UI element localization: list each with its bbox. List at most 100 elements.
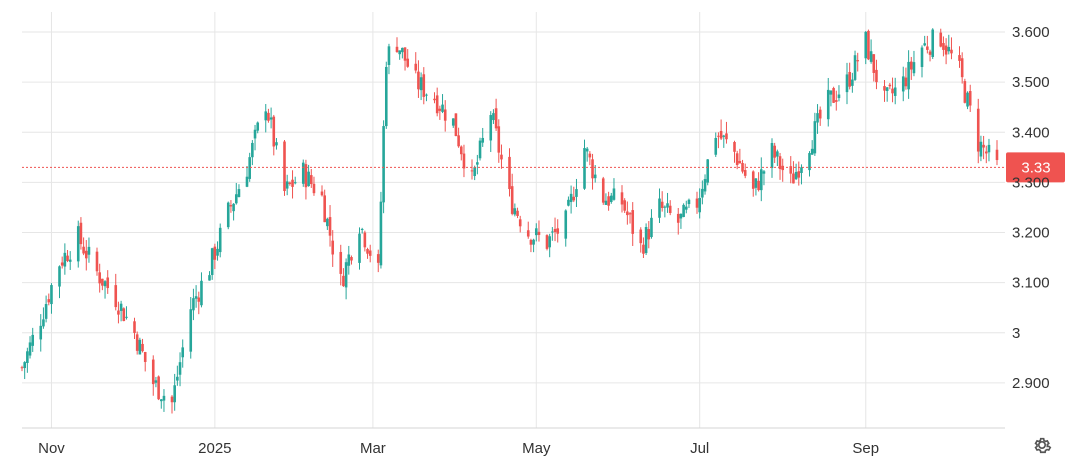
candle-body[interactable]: [438, 108, 442, 111]
candle-body[interactable]: [773, 145, 776, 158]
candle-body[interactable]: [770, 143, 774, 169]
candle-body[interactable]: [551, 231, 554, 233]
candle-body[interactable]: [248, 157, 251, 179]
candle-body[interactable]: [995, 149, 999, 161]
candle-body[interactable]: [20, 367, 24, 369]
candle-body[interactable]: [200, 280, 203, 306]
candle-body[interactable]: [272, 116, 276, 147]
candle-body[interactable]: [556, 228, 560, 234]
candle-body[interactable]: [609, 195, 613, 202]
candle-body[interactable]: [939, 32, 943, 47]
candle-body[interactable]: [301, 162, 305, 184]
candle-body[interactable]: [810, 148, 814, 155]
candle-body[interactable]: [331, 240, 335, 255]
candle-body[interactable]: [757, 180, 760, 191]
candle-body[interactable]: [960, 58, 964, 78]
candle-body[interactable]: [170, 396, 174, 403]
candle-body[interactable]: [253, 129, 257, 139]
candle-body[interactable]: [366, 249, 369, 254]
candle-body[interactable]: [518, 219, 522, 227]
candle-body[interactable]: [797, 171, 801, 178]
candle-body[interactable]: [66, 255, 69, 261]
candle-body[interactable]: [133, 321, 136, 333]
candle-body[interactable]: [982, 144, 985, 148]
candle-body[interactable]: [966, 92, 969, 107]
candle-body[interactable]: [968, 91, 972, 106]
candle-body[interactable]: [462, 153, 466, 169]
candle-body[interactable]: [818, 109, 822, 119]
candle-body[interactable]: [162, 395, 166, 401]
candle-body[interactable]: [944, 45, 948, 55]
candle-body[interactable]: [585, 148, 589, 152]
candle-body[interactable]: [829, 90, 833, 95]
candle-body[interactable]: [320, 191, 324, 196]
candle-body[interactable]: [210, 248, 214, 275]
candle-body[interactable]: [173, 385, 176, 403]
candle-body[interactable]: [342, 275, 345, 287]
candle-body[interactable]: [912, 62, 916, 74]
candle-body[interactable]: [135, 334, 139, 351]
candle-body[interactable]: [639, 229, 643, 244]
candle-body[interactable]: [516, 210, 519, 216]
candle-body[interactable]: [875, 69, 878, 83]
candle-body[interactable]: [548, 236, 551, 248]
candle-body[interactable]: [419, 77, 423, 91]
candle-body[interactable]: [256, 122, 260, 131]
candle-body[interactable]: [218, 227, 222, 253]
candle-body[interactable]: [872, 54, 876, 73]
candle-body[interactable]: [344, 262, 348, 288]
candle-body[interactable]: [762, 171, 766, 174]
candle-body[interactable]: [379, 201, 383, 266]
candle-body[interactable]: [106, 277, 110, 289]
candle-body[interactable]: [176, 376, 179, 381]
candle-body[interactable]: [626, 211, 629, 216]
candle-body[interactable]: [192, 298, 195, 311]
candle-body[interactable]: [534, 228, 538, 236]
candle-body[interactable]: [157, 376, 160, 400]
candle-body[interactable]: [403, 47, 407, 61]
candle-body[interactable]: [869, 51, 873, 62]
candle-body[interactable]: [451, 118, 455, 126]
candle-body[interactable]: [976, 108, 980, 152]
candle-body[interactable]: [845, 74, 849, 93]
candle-body[interactable]: [328, 217, 332, 236]
candle-body[interactable]: [481, 137, 485, 143]
candle-body[interactable]: [907, 61, 910, 90]
candle-body[interactable]: [663, 206, 667, 208]
candle-body[interactable]: [891, 88, 894, 94]
candle-body[interactable]: [406, 58, 410, 67]
candle-body[interactable]: [197, 297, 201, 302]
candle-body[interactable]: [751, 171, 755, 189]
candle-body[interactable]: [401, 47, 404, 53]
candle-body[interactable]: [856, 60, 860, 62]
candle-body[interactable]: [679, 213, 683, 219]
candle-body[interactable]: [642, 244, 645, 254]
candle-body[interactable]: [103, 281, 107, 287]
candle-body[interactable]: [754, 178, 758, 188]
candle-body[interactable]: [537, 231, 541, 235]
candle-body[interactable]: [376, 254, 380, 263]
candle-body[interactable]: [588, 153, 592, 158]
candle-body[interactable]: [414, 63, 418, 71]
candle-body[interactable]: [60, 262, 64, 266]
candle-body[interactable]: [687, 199, 691, 205]
candle-body[interactable]: [50, 285, 53, 305]
candle-body[interactable]: [508, 156, 511, 190]
candle-body[interactable]: [138, 339, 142, 355]
candle-body[interactable]: [87, 246, 91, 255]
candle-body[interactable]: [583, 148, 586, 189]
candle-body[interactable]: [942, 43, 945, 50]
candle-body[interactable]: [26, 351, 29, 364]
candle-body[interactable]: [154, 380, 158, 383]
candle-body[interactable]: [79, 222, 83, 245]
candle-body[interactable]: [666, 203, 669, 208]
candle-body[interactable]: [987, 144, 991, 153]
candle-body[interactable]: [926, 46, 929, 50]
candle-body[interactable]: [698, 197, 701, 213]
candle-body[interactable]: [492, 113, 495, 121]
candle-body[interactable]: [245, 176, 249, 187]
candle-body[interactable]: [95, 251, 99, 272]
candle-body[interactable]: [387, 46, 391, 66]
candle-body[interactable]: [901, 76, 905, 92]
